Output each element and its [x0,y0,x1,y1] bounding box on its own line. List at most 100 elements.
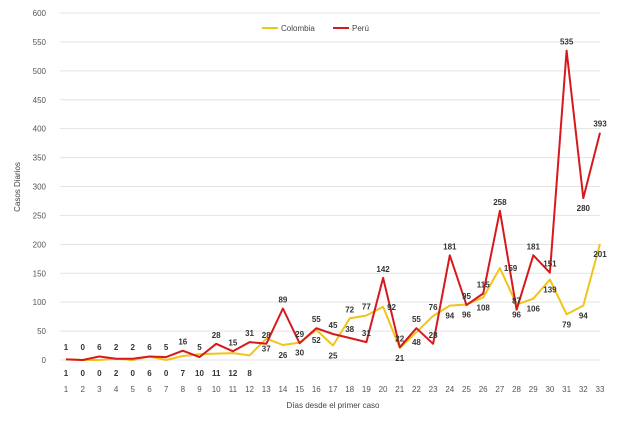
data-label-peru: 5 [197,343,202,352]
x-tick-label: 1 [64,385,69,394]
data-label-colombia: 77 [362,302,371,311]
y-tick-label: 600 [33,9,47,18]
data-label-peru: 15 [228,338,237,347]
data-label-colombia: 10 [195,369,204,378]
x-axis-ticks: 1 2 3 4 5 6 7 8 9 10 11 12 13 14 15 16 17 18 19 20 21 22 23 24 2… [64,385,605,394]
x-tick-label: 15 [295,385,304,394]
data-label-colombia: 96 [462,310,471,319]
data-label-colombia: 106 [527,305,541,314]
legend: Colombia Perú [262,24,369,33]
data-label-peru: 89 [278,296,287,305]
data-label-colombia: 159 [504,264,518,273]
y-tick-label: 0 [42,356,47,365]
data-label-peru: 5 [164,343,169,352]
y-tick-label: 400 [33,125,47,134]
x-tick-label: 33 [596,385,605,394]
data-label-peru: 535 [560,38,574,47]
y-tick-label: 250 [33,211,47,220]
x-tick-label: 26 [479,385,488,394]
legend-label-colombia: Colombia [281,24,315,33]
x-tick-label: 7 [164,385,169,394]
data-label-peru: 6 [97,343,102,352]
x-tick-label: 5 [131,385,136,394]
data-label-colombia: 94 [579,312,588,321]
series-lines [65,49,601,361]
data-label-colombia: 79 [562,320,571,329]
data-label-colombia: 0 [97,369,102,378]
data-label-colombia: 0 [131,369,136,378]
data-label-colombia: 30 [295,349,304,358]
x-tick-label: 22 [412,385,421,394]
data-label-colombia: 92 [387,303,396,312]
x-tick-label: 21 [395,385,404,394]
x-tick-label: 23 [429,385,438,394]
data-label-colombia: 76 [429,303,438,312]
data-label-peru: 181 [443,242,457,251]
data-label-colombia: 21 [395,354,404,363]
x-axis-title: Días desde el primer caso [287,401,380,410]
data-label-colombia: 0 [80,369,85,378]
data-label-peru: 38 [345,325,354,334]
y-tick-label: 300 [33,183,47,192]
data-label-peru: 28 [262,331,271,340]
data-label-colombia: 201 [593,250,607,259]
data-label-colombia: 25 [329,352,338,361]
x-tick-label: 13 [262,385,271,394]
y-tick-label: 500 [33,67,47,76]
data-label-peru: 280 [577,204,591,213]
x-tick-label: 6 [147,385,152,394]
x-tick-label: 3 [97,385,102,394]
data-label-peru: 95 [462,292,471,301]
data-label-peru: 28 [429,331,438,340]
gridlines [60,12,600,361]
series-line-peru [65,49,601,361]
data-label-colombia: 11 [212,369,221,378]
data-label-peru: 45 [329,321,338,330]
data-label-peru: 31 [245,329,254,338]
data-label-colombia: 0 [164,369,169,378]
data-label-colombia: 96 [512,310,521,319]
data-label-peru: 16 [178,338,187,347]
y-tick-label: 100 [33,298,47,307]
x-tick-label: 9 [197,385,202,394]
data-label-peru: 29 [295,330,304,339]
x-tick-label: 24 [445,385,454,394]
y-tick-label: 200 [33,240,47,249]
data-label-peru: 87 [512,297,521,306]
x-tick-label: 14 [278,385,287,394]
data-label-peru: 31 [362,329,371,338]
data-label-colombia: 94 [445,312,454,321]
y-tick-label: 450 [33,96,47,105]
data-label-peru: 55 [312,315,321,324]
data-label-colombia: 108 [477,304,491,313]
x-tick-label: 31 [562,385,571,394]
data-label-peru: 6 [147,343,152,352]
data-label-colombia: 2 [114,369,119,378]
y-tick-label: 350 [33,154,47,163]
data-label-peru: 28 [212,331,221,340]
x-tick-label: 10 [212,385,221,394]
data-label-peru: 2 [114,343,119,352]
x-tick-label: 19 [362,385,371,394]
data-label-colombia: 37 [262,345,271,354]
data-label-peru: 181 [527,242,541,251]
data-label-colombia: 72 [345,305,354,314]
legend-label-peru: Perú [352,24,369,33]
data-label-colombia: 6 [147,369,152,378]
data-label-peru: 2 [131,343,136,352]
data-label-colombia: 26 [278,351,287,360]
data-label-colombia: 139 [543,286,557,295]
x-tick-label: 17 [329,385,338,394]
x-tick-label: 8 [181,385,186,394]
data-label-peru: 115 [477,280,490,289]
x-tick-label: 11 [229,385,238,394]
data-label-peru: 393 [593,120,607,129]
y-axis-title: Casos Diarios [13,162,22,212]
x-tick-label: 16 [312,385,321,394]
x-tick-label: 27 [495,385,504,394]
y-tick-label: 550 [33,38,47,47]
x-tick-label: 25 [462,385,471,394]
data-label-colombia: 7 [181,369,186,378]
